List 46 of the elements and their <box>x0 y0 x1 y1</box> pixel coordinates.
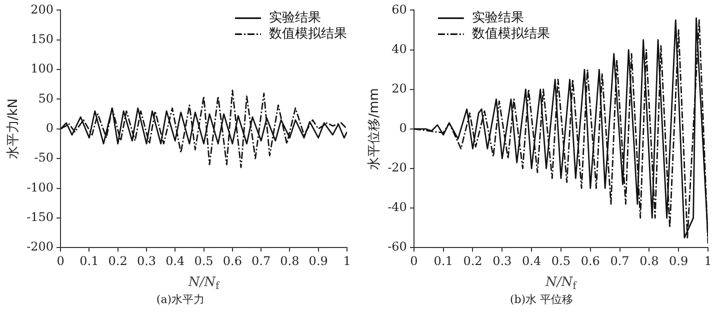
y-axis-title: 水平位移/mm <box>367 88 382 170</box>
y-tick-label: -200 <box>26 240 54 254</box>
x-tick-label: 0 <box>56 254 64 268</box>
y-axis-title: 水平力/kN <box>6 98 22 160</box>
x-tick-label: 1 <box>704 254 712 268</box>
legend-label: 数值模拟结果 <box>269 26 347 42</box>
y-tick-label: 60 <box>392 2 407 16</box>
x-tick-label: 0.4 <box>522 254 542 268</box>
legend-label: 实验结果 <box>472 10 524 26</box>
y-tick-label: 200 <box>30 2 54 16</box>
y-tick-label: -50 <box>34 150 54 165</box>
y-tick-label: 100 <box>30 62 54 76</box>
x-tick-label: 0.3 <box>492 254 512 268</box>
x-tick-label: 0.9 <box>669 254 688 268</box>
x-tick-label: 0.5 <box>194 254 214 268</box>
legend-label: 实验结果 <box>269 10 321 26</box>
x-tick-label: 0.8 <box>280 254 300 268</box>
x-tick-label: 0.6 <box>222 254 242 268</box>
y-tick-label: 50 <box>38 91 54 106</box>
legend-label: 数值模拟结果 <box>472 26 550 42</box>
text: (b)水 平位移 <box>508 292 574 307</box>
x-tick-label: 0.2 <box>463 254 482 268</box>
x-tick-label: 0.8 <box>640 254 659 268</box>
text: (a)水平力 <box>155 292 206 307</box>
x-tick-label: 1 <box>343 254 351 268</box>
y-tick-label: 40 <box>392 42 407 56</box>
x-tick-label: 0.2 <box>108 254 128 268</box>
x-tick-label: 0.6 <box>580 254 600 268</box>
x-tick-label: 0.5 <box>551 254 571 268</box>
x-tick-label: 0 <box>410 254 418 268</box>
x-tick-label: 0.7 <box>610 254 630 268</box>
y-tick-label: -150 <box>26 210 54 224</box>
x-tick-label: 0.1 <box>80 254 99 268</box>
x-tick-label: 0.7 <box>252 254 271 268</box>
x-tick-label: 0.4 <box>166 254 186 268</box>
y-tick-label: -100 <box>26 180 54 194</box>
y-tick-label: -60 <box>388 240 407 254</box>
x-tick-label: 0.3 <box>136 254 156 268</box>
y-tick-label: 150 <box>30 32 54 46</box>
y-tick-label: -20 <box>388 160 407 175</box>
x-tick-label: 0.1 <box>434 254 453 268</box>
y-tick-label: 0 <box>399 121 407 136</box>
y-tick-label: -40 <box>388 200 407 214</box>
y-tick-label: 20 <box>392 81 407 96</box>
y-tick-label: 0 <box>46 121 54 136</box>
x-tick-label: 0.9 <box>308 254 328 268</box>
